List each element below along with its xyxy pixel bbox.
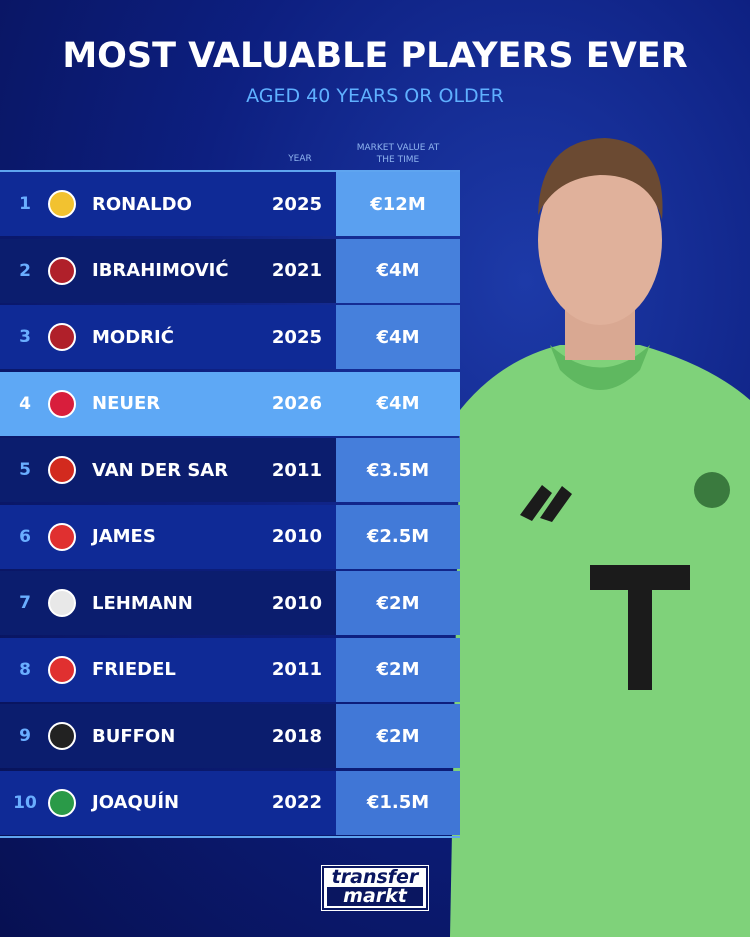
player-photo: [450, 138, 750, 937]
club-crest-icon: [48, 323, 76, 351]
divider: [0, 836, 460, 838]
table-row: 2 IBRAHIMOVIĆ 2021 €4M: [0, 238, 460, 303]
table-row: 7 LEHMANN 2010 €2M: [0, 571, 460, 635]
year: 2011: [271, 459, 322, 481]
year: 2025: [271, 326, 322, 348]
player-name: RONALDO: [92, 193, 192, 215]
player-name: FRIEDEL: [92, 659, 176, 680]
club-crest-icon: [48, 589, 76, 617]
transfermarkt-logo: transfer markt: [321, 865, 429, 911]
market-value: €2M: [336, 637, 460, 702]
rank: 2: [19, 260, 31, 281]
table-row: 3 MODRIĆ 2025 €4M: [0, 305, 460, 369]
player-name: JAMES: [92, 526, 156, 547]
year: 2018: [271, 725, 322, 747]
player-name: VAN DER SAR: [92, 459, 229, 481]
market-value: €4M: [336, 305, 460, 369]
market-value: €12M: [336, 172, 460, 236]
logo-text: markt: [327, 887, 423, 906]
market-value: €2M: [336, 704, 460, 768]
rank: 8: [19, 659, 31, 680]
year: 2022: [271, 792, 322, 813]
player-name: MODRIĆ: [92, 326, 174, 348]
divider: [0, 170, 460, 172]
rank: 4: [19, 393, 31, 414]
rank: 3: [19, 327, 31, 347]
table-row: 6 JAMES 2010 €2.5M: [0, 504, 460, 569]
market-value: €1.5M: [336, 770, 460, 835]
rank: 7: [19, 593, 31, 613]
player-name: NEUER: [92, 393, 161, 414]
table-row: 9 BUFFON 2018 €2M: [0, 704, 460, 768]
logo-text: transfer: [331, 866, 419, 888]
table-row: 10 JOAQUÍN 2022 €1.5M: [0, 770, 460, 835]
year: 2011: [271, 659, 322, 680]
table-row: 4 NEUER 2026 €4M: [0, 371, 460, 436]
year: 2010: [271, 526, 322, 547]
year: 2021: [271, 260, 322, 281]
player-name: JOAQUÍN: [92, 792, 180, 813]
club-crest-icon: [48, 456, 76, 484]
table-row: 8 FRIEDEL 2011 €2M: [0, 637, 460, 702]
rank: 6: [19, 526, 31, 547]
market-value: €3.5M: [336, 438, 460, 502]
page-subtitle: AGED 40 YEARS OR OLDER: [246, 85, 504, 107]
club-crest-icon: [48, 522, 76, 551]
club-crest-icon: [48, 389, 76, 418]
rank: 9: [19, 726, 31, 746]
club-crest-icon: [48, 788, 76, 817]
value-header: MARKET VALUE AT THE TIME: [356, 143, 440, 165]
table-row: 5 VAN DER SAR 2011 €3.5M: [0, 438, 460, 502]
year: 2026: [271, 393, 322, 414]
rank: 1: [19, 194, 31, 214]
player-name: LEHMANN: [92, 592, 193, 614]
club-crest-icon: [48, 655, 76, 684]
year: 2025: [271, 193, 322, 215]
year-header: YEAR: [288, 154, 312, 164]
rank: 5: [19, 460, 31, 480]
market-value: €4M: [336, 238, 460, 303]
table-row: 1 RONALDO 2025 €12M: [0, 172, 460, 236]
club-crest-icon: [48, 256, 76, 285]
player-name: BUFFON: [92, 725, 176, 747]
rank: 10: [13, 792, 37, 813]
market-value: €4M: [336, 371, 460, 436]
club-crest-icon: [48, 190, 76, 218]
club-crest-icon: [48, 722, 76, 750]
year: 2010: [271, 592, 322, 614]
player-name: IBRAHIMOVIĆ: [92, 260, 229, 281]
page-title: MOST VALUABLE PLAYERS EVER: [62, 36, 688, 76]
market-value: €2.5M: [336, 504, 460, 569]
market-value: €2M: [336, 571, 460, 635]
